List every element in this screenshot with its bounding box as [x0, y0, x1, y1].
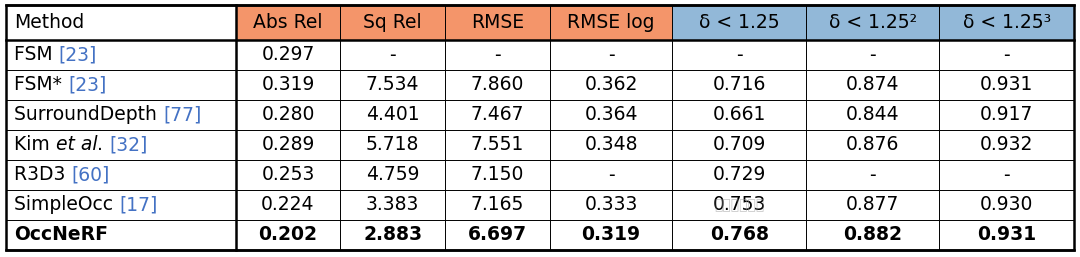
- Bar: [6, 70, 1074, 100]
- Text: -: -: [608, 166, 615, 185]
- Text: 0.319: 0.319: [261, 76, 314, 95]
- Text: Abs Rel: Abs Rel: [253, 13, 323, 32]
- Bar: [673, 5, 806, 40]
- Bar: [6, 40, 1074, 70]
- Text: 0.224: 0.224: [261, 196, 314, 215]
- Text: 0.753: 0.753: [713, 196, 766, 215]
- Text: 0.348: 0.348: [584, 135, 638, 154]
- Text: 0.661: 0.661: [713, 106, 766, 124]
- Text: 0.876: 0.876: [846, 135, 900, 154]
- Text: 0.729: 0.729: [713, 166, 766, 185]
- Text: -: -: [735, 45, 742, 65]
- Text: 0.709: 0.709: [713, 135, 766, 154]
- Text: 0.289: 0.289: [261, 135, 314, 154]
- Text: 0.716: 0.716: [713, 76, 766, 95]
- Bar: [235, 5, 340, 40]
- Text: 6.697: 6.697: [468, 225, 527, 244]
- Text: .: .: [97, 135, 109, 154]
- Text: 0.333: 0.333: [584, 196, 637, 215]
- Text: 0.930: 0.930: [980, 196, 1034, 215]
- Bar: [6, 220, 1074, 250]
- Text: Sq Rel: Sq Rel: [363, 13, 422, 32]
- Text: [23]: [23]: [68, 76, 106, 95]
- Text: -: -: [869, 166, 876, 185]
- Text: RMSE: RMSE: [471, 13, 524, 32]
- Bar: [6, 160, 1074, 190]
- Text: 5.718: 5.718: [366, 135, 419, 154]
- Text: 0.202: 0.202: [258, 225, 318, 244]
- Text: 0.364: 0.364: [584, 106, 638, 124]
- Text: RMSE log: RMSE log: [567, 13, 654, 32]
- Text: 0.280: 0.280: [261, 106, 314, 124]
- Text: -: -: [869, 45, 876, 65]
- Text: 0.874: 0.874: [846, 76, 900, 95]
- Text: 4.759: 4.759: [366, 166, 419, 185]
- Text: -: -: [608, 45, 615, 65]
- Text: 4.401: 4.401: [366, 106, 419, 124]
- Text: Kim: Kim: [14, 135, 56, 154]
- Bar: [806, 5, 940, 40]
- Text: 0.932: 0.932: [980, 135, 1034, 154]
- Bar: [940, 5, 1074, 40]
- Text: 7.860: 7.860: [471, 76, 524, 95]
- Text: -: -: [1003, 45, 1010, 65]
- Text: Method: Method: [14, 13, 84, 32]
- Text: [77]: [77]: [163, 106, 201, 124]
- Text: 7.551: 7.551: [471, 135, 524, 154]
- Text: -: -: [494, 45, 501, 65]
- Text: SimpleOcc: SimpleOcc: [14, 196, 119, 215]
- Bar: [6, 130, 1074, 160]
- Bar: [6, 100, 1074, 130]
- Text: OccNeRF: OccNeRF: [14, 225, 108, 244]
- Text: 7.467: 7.467: [471, 106, 524, 124]
- Text: 0.931: 0.931: [977, 225, 1037, 244]
- Text: 自動駕駛之心: 自動駕駛之心: [714, 198, 765, 212]
- Text: 0.844: 0.844: [846, 106, 900, 124]
- Text: δ < 1.25²: δ < 1.25²: [828, 13, 917, 32]
- Bar: [445, 5, 550, 40]
- Text: 2.883: 2.883: [363, 225, 422, 244]
- Text: -: -: [389, 45, 396, 65]
- Bar: [6, 5, 235, 40]
- Text: SurroundDepth: SurroundDepth: [14, 106, 163, 124]
- Text: 0.362: 0.362: [584, 76, 637, 95]
- Text: 0.917: 0.917: [980, 106, 1034, 124]
- Text: 3.383: 3.383: [366, 196, 419, 215]
- Text: δ < 1.25³: δ < 1.25³: [962, 13, 1051, 32]
- Text: 7.150: 7.150: [471, 166, 524, 185]
- Text: δ < 1.25: δ < 1.25: [699, 13, 780, 32]
- Text: et al: et al: [56, 135, 97, 154]
- Text: 0.931: 0.931: [980, 76, 1034, 95]
- Text: 0.253: 0.253: [261, 166, 314, 185]
- Text: [60]: [60]: [71, 166, 110, 185]
- Text: -: -: [1003, 166, 1010, 185]
- Text: FSM: FSM: [14, 45, 58, 65]
- Bar: [6, 190, 1074, 220]
- Text: 7.534: 7.534: [366, 76, 419, 95]
- Text: [32]: [32]: [109, 135, 148, 154]
- Text: 0.768: 0.768: [710, 225, 769, 244]
- Bar: [340, 5, 445, 40]
- Text: 0.319: 0.319: [581, 225, 640, 244]
- Bar: [550, 5, 673, 40]
- Text: 7.165: 7.165: [471, 196, 524, 215]
- Text: [23]: [23]: [58, 45, 97, 65]
- Text: FSM*: FSM*: [14, 76, 68, 95]
- Text: 0.877: 0.877: [846, 196, 900, 215]
- Text: 0.882: 0.882: [843, 225, 902, 244]
- Text: R3D3: R3D3: [14, 166, 71, 185]
- Text: [17]: [17]: [119, 196, 158, 215]
- Text: 0.297: 0.297: [261, 45, 314, 65]
